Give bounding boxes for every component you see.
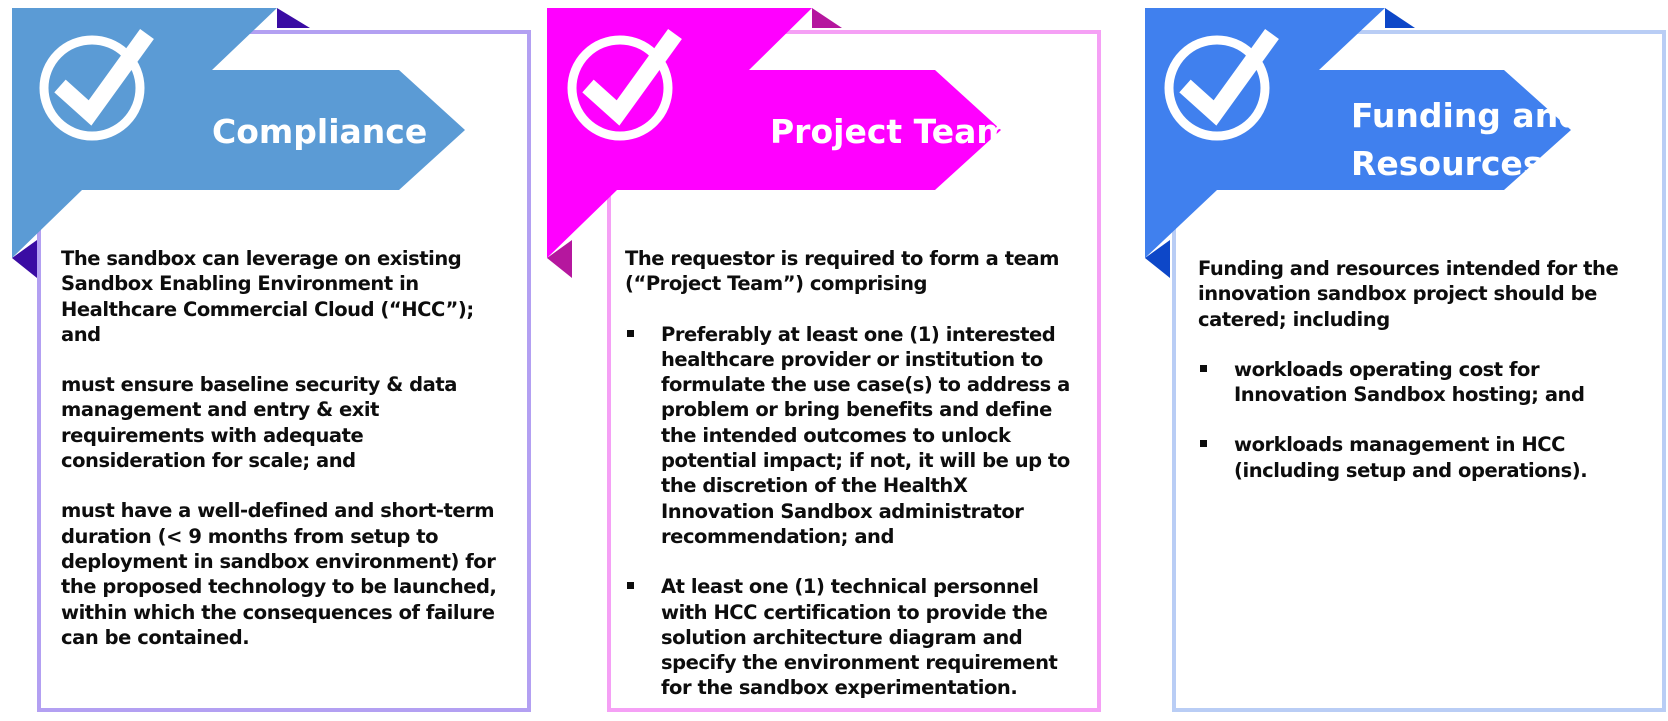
banner-corner-fold bbox=[1385, 8, 1415, 28]
compliance-card: Compliance The sandbox can leverage on e… bbox=[12, 0, 537, 721]
banner-side-fold bbox=[547, 240, 572, 278]
card-title: Funding and Resources bbox=[1351, 96, 1582, 183]
card-title: Compliance bbox=[212, 112, 428, 151]
list-item-text: Preferably at least one (1) interested h… bbox=[661, 322, 1070, 548]
list-item: At least one (1) technical personnel wit… bbox=[625, 574, 1085, 700]
banner-corner-fold bbox=[812, 8, 842, 28]
banner-corner-fold bbox=[277, 8, 310, 28]
checkmark-circle-icon bbox=[567, 29, 682, 141]
banner-side-fold bbox=[1145, 240, 1170, 278]
card-body: Funding and resources intended for the i… bbox=[1198, 256, 1648, 508]
project-team-banner bbox=[547, 8, 1001, 278]
body-intro: The requestor is required to form a team… bbox=[625, 247, 1059, 296]
card-title: Project Team bbox=[770, 112, 1011, 151]
bullet-list: Preferably at least one (1) interested h… bbox=[625, 322, 1085, 701]
body-intro: Funding and resources intended for the i… bbox=[1198, 257, 1619, 331]
square-bullet-icon bbox=[627, 582, 634, 590]
checkmark-circle-icon bbox=[1164, 29, 1279, 141]
body-paragraph: must ensure baseline security & data man… bbox=[61, 373, 457, 473]
body-paragraph: must have a well-defined and short-term … bbox=[61, 499, 497, 649]
list-item-text: workloads management in HCC (including s… bbox=[1234, 433, 1588, 482]
list-item: workloads management in HCC (including s… bbox=[1198, 432, 1648, 483]
card-body: The requestor is required to form a team… bbox=[625, 246, 1085, 721]
compliance-banner bbox=[12, 8, 465, 278]
square-bullet-icon bbox=[1200, 440, 1207, 448]
bullet-list: workloads operating cost for Innovation … bbox=[1198, 357, 1648, 483]
project-team-card: Project Team The requestor is required t… bbox=[547, 0, 1107, 721]
square-bullet-icon bbox=[1200, 364, 1207, 372]
checkmark-circle-icon bbox=[39, 29, 154, 141]
list-item: Preferably at least one (1) interested h… bbox=[625, 322, 1085, 550]
list-item-text: At least one (1) technical personnel wit… bbox=[661, 575, 1058, 700]
square-bullet-icon bbox=[627, 329, 634, 337]
banner-side-fold bbox=[12, 240, 37, 278]
list-item: workloads operating cost for Innovation … bbox=[1198, 357, 1648, 408]
list-item-text: workloads operating cost for Innovation … bbox=[1234, 357, 1585, 407]
body-paragraph: The sandbox can leverage on existing San… bbox=[61, 247, 474, 346]
funding-banner bbox=[1145, 8, 1571, 278]
card-body: The sandbox can leverage on existing San… bbox=[61, 246, 511, 675]
funding-card: Funding and Resources Funding and resour… bbox=[1145, 0, 1668, 721]
